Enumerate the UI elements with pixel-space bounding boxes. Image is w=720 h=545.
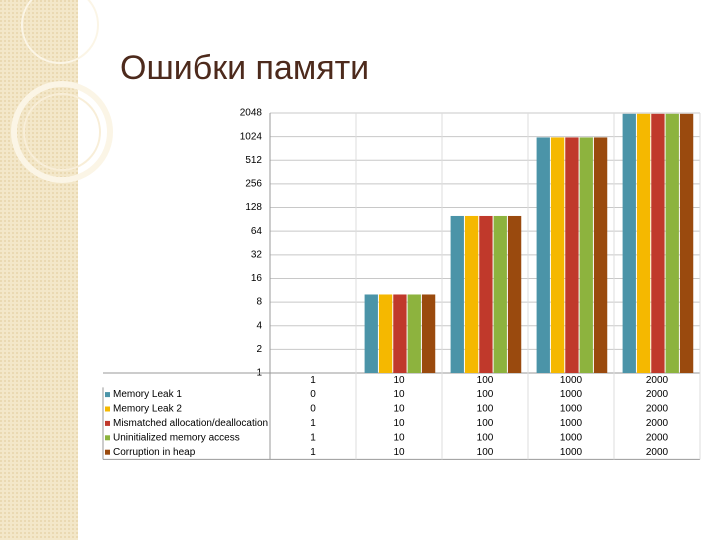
bar <box>507 215 522 373</box>
x-tick-label: 100 <box>477 375 494 386</box>
bar <box>479 215 493 373</box>
bar <box>450 215 464 373</box>
table-value: 100 <box>477 432 494 443</box>
table-value: 1 <box>310 432 316 443</box>
legend-swatch <box>105 406 110 412</box>
deco-circle <box>21 0 99 64</box>
bar <box>421 294 436 373</box>
legend-swatch <box>105 420 110 426</box>
table-value: 10 <box>393 447 405 458</box>
chart-title: Ошибки памяти <box>120 49 369 87</box>
bar <box>550 137 565 373</box>
table-value: 1000 <box>560 447 583 458</box>
table-value: 2000 <box>646 432 669 443</box>
bar <box>364 294 378 373</box>
table-value: 2000 <box>646 404 669 415</box>
table-value: 10 <box>393 389 405 400</box>
table-value: 1000 <box>560 389 583 400</box>
table-value: 1000 <box>560 404 583 415</box>
y-tick-label: 32 <box>251 249 263 260</box>
bar <box>665 113 679 373</box>
x-tick-label: 1 <box>310 375 316 386</box>
deco-circle <box>23 93 101 171</box>
bar <box>493 215 507 373</box>
bar <box>622 113 636 373</box>
table-value: 0 <box>310 404 316 415</box>
bar <box>378 294 393 373</box>
legend-swatch <box>105 449 110 455</box>
table-value: 10 <box>393 418 405 429</box>
table-value: 100 <box>477 418 494 429</box>
y-tick-label: 64 <box>251 226 263 237</box>
x-tick-label: 2000 <box>646 375 669 386</box>
y-tick-label: 512 <box>245 155 262 166</box>
bar <box>636 113 651 373</box>
bar <box>464 215 479 373</box>
legend-label: Memory Leak 1 <box>113 389 182 400</box>
y-tick-label: 4 <box>256 320 262 331</box>
table-value: 0 <box>310 389 316 400</box>
table-value: 10 <box>393 432 405 443</box>
legend-label: Mismatched allocation/deallocation <box>113 418 268 429</box>
legend-label: Memory Leak 2 <box>113 404 182 415</box>
legend-swatch <box>105 392 110 398</box>
deco-circle <box>11 81 113 183</box>
table-value: 100 <box>477 404 494 415</box>
bar <box>679 113 694 373</box>
y-tick-label: 2048 <box>240 108 263 119</box>
bar <box>651 113 665 373</box>
y-tick-label: 16 <box>251 273 263 284</box>
table-value: 1000 <box>560 418 583 429</box>
bar <box>536 137 550 373</box>
bar <box>407 294 421 373</box>
y-tick-label: 2 <box>256 344 262 355</box>
legend-label: Corruption in heap <box>113 447 196 458</box>
bar <box>565 137 579 373</box>
y-tick-label: 8 <box>256 297 262 308</box>
legend-swatch <box>105 435 110 441</box>
legend-label: Uninitialized memory access <box>113 432 240 443</box>
table-value: 2000 <box>646 447 669 458</box>
table-value: 10 <box>393 404 405 415</box>
table-value: 100 <box>477 447 494 458</box>
y-tick-label: 256 <box>245 179 262 190</box>
bar <box>579 137 593 373</box>
table-value: 1000 <box>560 432 583 443</box>
table-value: 1 <box>310 418 316 429</box>
y-tick-label: 128 <box>245 202 262 213</box>
table-value: 1 <box>310 447 316 458</box>
bar <box>593 137 608 373</box>
side-stripe <box>0 0 78 540</box>
x-tick-label: 1000 <box>560 375 583 386</box>
y-tick-label: 1024 <box>240 131 263 142</box>
table-value: 2000 <box>646 389 669 400</box>
table-value: 2000 <box>646 418 669 429</box>
x-tick-label: 10 <box>393 375 405 386</box>
table-value: 100 <box>477 389 494 400</box>
bar <box>393 294 407 373</box>
